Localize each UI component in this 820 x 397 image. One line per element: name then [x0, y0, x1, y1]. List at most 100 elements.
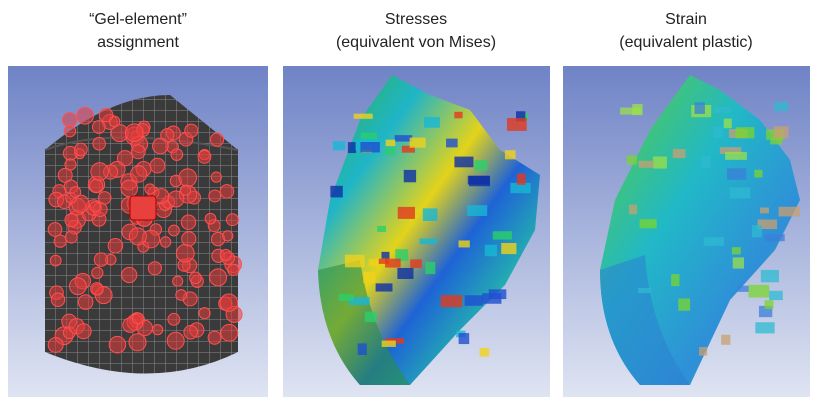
stress-patch [480, 348, 490, 357]
stress-patch [410, 138, 426, 148]
gel-circle [65, 231, 77, 243]
strain-patch [770, 138, 782, 145]
stress-patch [467, 205, 487, 216]
gel-circle [190, 272, 202, 284]
gel-circle [77, 107, 94, 124]
gel-circle [228, 264, 239, 275]
gel-circle [99, 108, 113, 122]
strain-patch [765, 234, 785, 241]
strain-patch [760, 207, 769, 213]
stress-patch [379, 259, 389, 264]
strain-patch [725, 152, 747, 160]
gel-circle [210, 133, 223, 146]
gel-circle [205, 213, 216, 224]
gel-circle [65, 214, 78, 227]
stress-patch [454, 112, 462, 118]
gel-circle [50, 255, 61, 266]
gel-circle [181, 215, 195, 229]
panel-title: “Gel-element” [89, 11, 187, 28]
panel-title: assignment [97, 34, 179, 51]
stress-patch [345, 255, 365, 268]
gel-circle [185, 124, 198, 137]
stress-patch [348, 142, 356, 153]
gel-circle [168, 313, 180, 325]
strain-patch [701, 156, 710, 168]
strain-patch [714, 126, 723, 138]
stress-patch [369, 259, 379, 266]
gel-circle [150, 158, 165, 173]
strain-patch [748, 285, 769, 298]
gel-circle [199, 308, 210, 319]
stress-patch [420, 239, 437, 245]
gel-circle [131, 166, 147, 182]
gel-circle [209, 190, 221, 202]
gel-circle [64, 125, 75, 136]
stress-patch [493, 231, 512, 239]
strain-patch [769, 291, 783, 300]
strain-patch [695, 102, 705, 114]
figure: “Gel-element” assignment Stresses (equiv… [0, 0, 820, 397]
stress-patch [397, 268, 413, 279]
stress-patch [404, 170, 416, 182]
stress-patch [441, 295, 463, 307]
strain-patch [754, 170, 762, 178]
stress-patch [354, 114, 373, 119]
strain-patch [755, 322, 774, 333]
stress-patch [339, 294, 354, 301]
gel-circle [48, 337, 63, 352]
gel-circle [208, 331, 221, 344]
gel-circle [220, 294, 237, 311]
strain-patch [673, 149, 686, 158]
strain-patch [629, 205, 637, 215]
stress-patch [360, 142, 379, 152]
stress-patch [386, 140, 396, 146]
gel-circle [220, 185, 234, 199]
gel-circle [94, 253, 107, 266]
gel-circle [131, 145, 145, 159]
gel-circle [173, 276, 183, 286]
gel-circle [182, 232, 196, 246]
stress-patch [482, 293, 501, 304]
stress-patch [454, 157, 473, 168]
gel-circle [180, 185, 190, 195]
gel-circle [90, 202, 100, 212]
gel-circle [220, 249, 231, 260]
stress-patch [398, 207, 415, 219]
gel-circle [184, 325, 198, 339]
gel-circle [91, 163, 109, 181]
stress-patch [468, 176, 490, 185]
gel-circle [160, 237, 170, 247]
stress-patch [333, 141, 346, 150]
strain-patch [733, 257, 744, 268]
strain-patch [638, 288, 651, 293]
stress-patch [330, 186, 342, 198]
gel-circle [70, 187, 81, 198]
strain-patch [774, 102, 788, 111]
gel-circle [109, 336, 126, 353]
gel-circle [54, 235, 66, 247]
stress-patch [501, 243, 516, 254]
stress-patch [395, 135, 413, 141]
gel-circle [179, 169, 197, 187]
gel-circle [92, 121, 105, 134]
stress-patch [410, 259, 422, 268]
gel-circle [75, 143, 88, 156]
stress-patch [424, 117, 440, 128]
gel-circle [221, 324, 238, 341]
gel-circle [78, 295, 93, 310]
stress-patch [459, 333, 470, 344]
stress-patch [381, 252, 389, 259]
stress-patch [423, 208, 438, 221]
stress-patch [385, 147, 395, 154]
strain-patch [761, 270, 779, 282]
stress-patch [505, 150, 516, 159]
stress-patch [382, 341, 396, 347]
gel-circle [51, 293, 64, 306]
gel-circle [226, 214, 238, 226]
strain-patch [738, 286, 749, 292]
panel-title: Stresses [385, 11, 447, 28]
strain-patch [736, 127, 755, 138]
gel-circle [176, 244, 194, 262]
stress-patch [459, 240, 470, 247]
strain-patch [699, 347, 707, 356]
